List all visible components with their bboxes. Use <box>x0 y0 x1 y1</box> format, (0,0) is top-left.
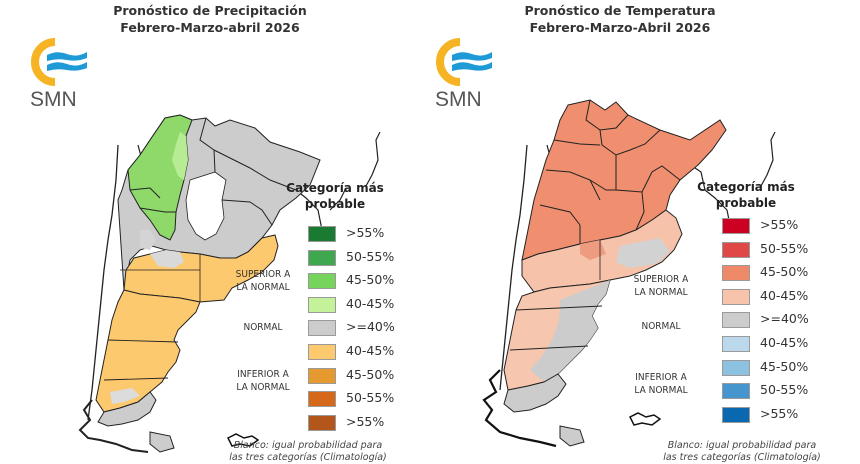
legend-swatch <box>722 218 750 234</box>
precipitation-title: Pronóstico de Precipitación Febrero-Marz… <box>85 2 335 36</box>
legend-title-line-2: probable <box>304 197 366 211</box>
legend-title-line-2: probable <box>715 196 777 210</box>
legend-title-line-1: Categoría más <box>697 180 795 194</box>
note-line-2: las tres categorías (Climatología) <box>229 452 387 463</box>
legend-swatch <box>308 273 336 290</box>
legend-swatch <box>308 320 336 337</box>
legend-title: Categoría más probable <box>696 179 796 211</box>
legend-swatch <box>722 288 750 305</box>
legend-label: >55% <box>346 225 385 240</box>
legend-label: 40-45% <box>346 342 395 358</box>
legend-label: 50-55% <box>760 240 809 256</box>
precipitation-map <box>78 114 381 453</box>
inferior-line-1: INFERIOR A <box>635 372 687 383</box>
smn-logo-icon <box>436 38 492 86</box>
legend-label: >=40% <box>346 319 395 335</box>
legend-swatch <box>722 265 750 282</box>
smn-logo: SMN <box>25 38 95 118</box>
superior-line-2: LA NORMAL <box>634 287 688 298</box>
smn-logo-icon <box>31 38 87 86</box>
legend-label: >=40% <box>760 311 809 327</box>
legend-swatch <box>722 312 750 329</box>
inferior-category-label: INFERIOR A LA NORMAL <box>228 368 298 394</box>
legend-label: 50-55% <box>760 382 809 398</box>
legend-label: 45-50% <box>760 358 809 374</box>
legend-label: >55% <box>760 217 799 232</box>
legend-label: 45-50% <box>346 366 395 382</box>
legend-swatch <box>722 359 750 376</box>
note-line-1: Blanco: igual probabilidad para <box>233 440 383 451</box>
legend-label: 40-45% <box>760 287 809 303</box>
legend-label: 50-55% <box>346 248 395 264</box>
legend-label: 45-50% <box>760 264 809 280</box>
temperature-title: Pronóstico de Temperatura Febrero-Marzo-… <box>490 2 750 36</box>
title-line-2: Febrero-Marzo-Abril 2026 <box>529 20 711 35</box>
climatology-note: Blanco: igual probabilidad para las tres… <box>642 440 842 464</box>
title-line-1: Pronóstico de Temperatura <box>524 3 716 18</box>
superior-line-1: SUPERIOR A <box>235 269 291 280</box>
superior-category-label: SUPERIOR A LA NORMAL <box>228 268 298 294</box>
legend-swatch <box>308 226 336 242</box>
title-line-2: Febrero-Marzo-abril 2026 <box>120 20 300 35</box>
inferior-line-2: LA NORMAL <box>236 382 290 393</box>
precipitation-panel: Pronóstico de Precipitación Febrero-Marz… <box>0 0 430 463</box>
legend-swatch <box>722 383 750 400</box>
legend-title-line-1: Categoría más <box>286 181 384 195</box>
climatology-note: Blanco: igual probabilidad para las tres… <box>208 440 408 464</box>
legend-swatch <box>308 391 336 408</box>
legend-title: Categoría más probable <box>285 180 385 212</box>
legend-swatch <box>722 241 750 258</box>
legend-label: >55% <box>760 405 799 421</box>
legend-swatch <box>308 367 336 384</box>
superior-line-1: SUPERIOR A <box>633 274 689 285</box>
legend-swatch <box>308 343 336 360</box>
legend-swatch <box>722 335 750 352</box>
legend-label: 50-55% <box>346 390 395 406</box>
title-line-1: Pronóstico de Precipitación <box>113 3 307 18</box>
legend-swatch <box>722 406 750 423</box>
smn-logo-text: SMN <box>435 88 482 111</box>
normal-category-label: NORMAL <box>243 322 283 333</box>
temperature-panel: Pronóstico de Temperatura Febrero-Marzo-… <box>430 0 860 463</box>
legend-label: 40-45% <box>346 295 395 311</box>
superior-line-2: LA NORMAL <box>236 282 290 293</box>
normal-category-label: NORMAL <box>641 321 681 332</box>
note-line-2: las tres categorías (Climatología) <box>663 452 821 463</box>
smn-logo: SMN <box>430 38 500 118</box>
legend-swatch <box>308 414 336 431</box>
smn-logo-text: SMN <box>30 88 77 111</box>
inferior-line-1: INFERIOR A <box>237 369 289 380</box>
legend-label: >55% <box>346 413 385 429</box>
legend-swatch <box>308 296 336 313</box>
legend-label: 40-45% <box>760 334 809 350</box>
legend-swatch <box>308 249 336 266</box>
legend-label: 45-50% <box>346 272 395 288</box>
inferior-category-label: INFERIOR A LA NORMAL <box>626 371 696 397</box>
temperature-map <box>482 99 776 448</box>
note-line-1: Blanco: igual probabilidad para <box>667 440 817 451</box>
inferior-line-2: LA NORMAL <box>634 385 688 396</box>
superior-category-label: SUPERIOR A LA NORMAL <box>626 273 696 299</box>
